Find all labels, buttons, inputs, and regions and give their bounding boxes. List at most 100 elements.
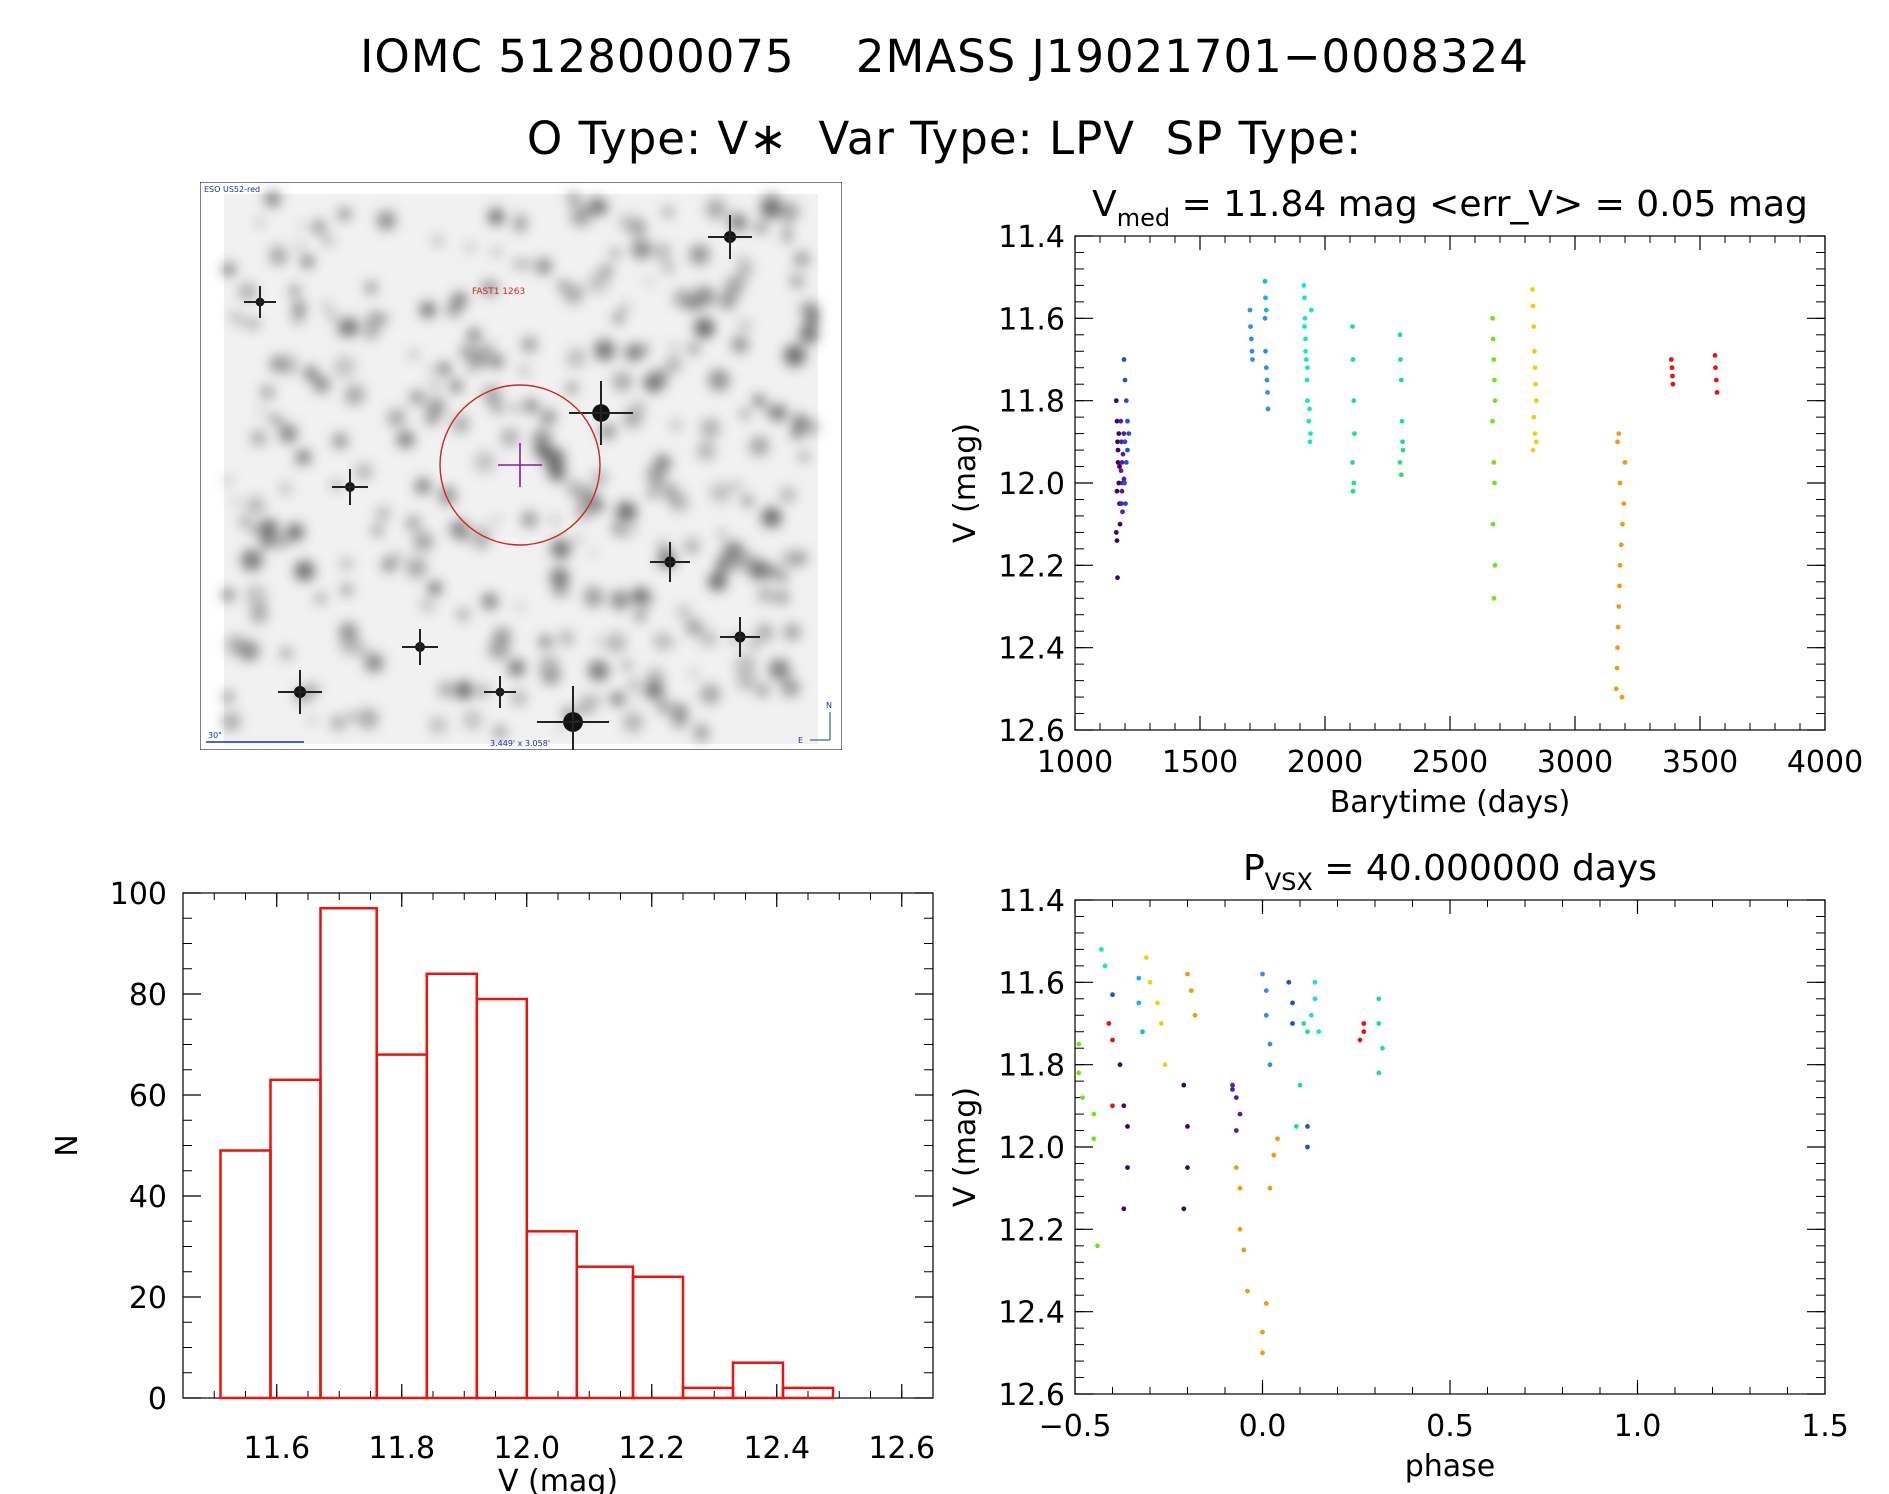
y-tick-label: 12.2 bbox=[998, 549, 1065, 584]
field-star bbox=[279, 424, 298, 443]
field-star bbox=[769, 404, 788, 422]
data-point bbox=[1376, 1070, 1382, 1076]
field-star bbox=[534, 442, 550, 458]
data-point bbox=[1621, 501, 1627, 506]
field-star bbox=[308, 716, 316, 725]
field-star bbox=[490, 354, 504, 369]
data-point bbox=[1110, 1103, 1115, 1109]
data-point bbox=[1185, 1165, 1190, 1170]
data-point bbox=[1237, 1111, 1243, 1117]
data-point bbox=[1532, 365, 1538, 371]
field-star bbox=[515, 225, 522, 232]
data-point bbox=[1106, 1021, 1112, 1026]
data-point bbox=[1619, 694, 1625, 700]
field-star bbox=[689, 244, 710, 266]
field-star bbox=[286, 523, 305, 542]
x-tick-label: 2500 bbox=[1412, 745, 1488, 780]
field-star bbox=[540, 409, 557, 425]
x-tick-label: 1.0 bbox=[1614, 1409, 1662, 1444]
data-point bbox=[1185, 971, 1190, 977]
data-point bbox=[1121, 476, 1127, 482]
data-point bbox=[1293, 1124, 1299, 1129]
data-point bbox=[1076, 1041, 1082, 1047]
field-star bbox=[521, 259, 531, 269]
data-point bbox=[1531, 414, 1537, 420]
field-star bbox=[551, 517, 558, 524]
field-star bbox=[521, 511, 538, 528]
field-star bbox=[289, 286, 300, 296]
field-star bbox=[630, 400, 647, 417]
y-tick-label: 11.6 bbox=[998, 302, 1065, 337]
data-point bbox=[1304, 377, 1310, 383]
x-tick-label: 1.5 bbox=[1801, 1409, 1849, 1444]
field-star bbox=[465, 242, 476, 253]
field-star bbox=[694, 286, 716, 307]
field-star bbox=[233, 313, 247, 328]
data-point bbox=[1120, 451, 1126, 457]
data-point bbox=[1248, 324, 1253, 329]
data-point bbox=[1617, 562, 1623, 568]
field-star bbox=[566, 382, 578, 394]
data-point bbox=[1125, 1165, 1130, 1170]
data-point bbox=[1118, 418, 1124, 424]
y-tick-label: 11.8 bbox=[998, 385, 1065, 420]
data-point bbox=[1267, 1185, 1273, 1191]
field-star bbox=[644, 680, 664, 700]
data-point bbox=[1115, 575, 1120, 581]
target-crosshair bbox=[498, 443, 542, 487]
x-tick-label: 0.0 bbox=[1239, 1409, 1287, 1444]
x-tick-label: 4000 bbox=[1787, 745, 1863, 780]
field-star bbox=[511, 403, 520, 412]
y-tick-label: 0 bbox=[148, 1382, 167, 1417]
histogram-bar bbox=[375, 1053, 429, 1400]
field-star bbox=[670, 710, 689, 729]
field-star bbox=[365, 281, 377, 294]
field-star bbox=[558, 725, 566, 733]
field-star bbox=[510, 689, 527, 706]
data-point bbox=[1361, 1029, 1367, 1035]
field-star bbox=[516, 602, 524, 611]
data-point bbox=[1613, 686, 1619, 692]
x-axis-label: phase bbox=[1405, 1449, 1496, 1484]
data-point bbox=[1308, 431, 1313, 436]
field-star bbox=[487, 208, 505, 225]
data-point bbox=[1263, 988, 1269, 993]
data-point bbox=[1121, 357, 1127, 362]
field-star bbox=[586, 584, 595, 594]
field-star bbox=[258, 518, 279, 539]
field-star bbox=[339, 622, 358, 641]
data-point bbox=[1350, 324, 1355, 329]
field-star bbox=[612, 371, 633, 392]
plot-title: PVSX = 40.000000 days bbox=[1243, 848, 1657, 896]
field-star bbox=[753, 394, 766, 407]
data-point bbox=[1121, 1206, 1127, 1212]
data-point bbox=[1490, 315, 1495, 321]
field-star bbox=[631, 239, 652, 260]
x-tick-label: 2000 bbox=[1287, 745, 1363, 780]
field-star bbox=[238, 282, 257, 301]
field-star bbox=[630, 526, 637, 533]
x-axis-label: V (mag) bbox=[498, 1464, 618, 1494]
field-star bbox=[629, 680, 639, 689]
data-point bbox=[1260, 971, 1265, 977]
field-star bbox=[333, 356, 356, 378]
field-star bbox=[438, 681, 454, 698]
data-point bbox=[1267, 1041, 1273, 1047]
data-point bbox=[1398, 357, 1403, 362]
y-tick-label: 11.4 bbox=[998, 884, 1065, 919]
field-star bbox=[329, 312, 338, 321]
field-star bbox=[613, 312, 624, 324]
field-star bbox=[747, 559, 769, 581]
finder-chart: ESO US52-red FAST1 1263 30" 3.449' x 3.0… bbox=[200, 182, 842, 750]
data-point bbox=[1532, 431, 1538, 436]
field-star bbox=[749, 436, 770, 456]
field-star bbox=[610, 590, 630, 610]
plot-title-text: = 40.000000 days bbox=[1313, 848, 1657, 889]
field-star bbox=[221, 712, 241, 731]
finder-compass bbox=[810, 712, 831, 741]
data-point bbox=[1241, 1247, 1247, 1253]
data-point bbox=[1265, 406, 1271, 412]
field-star bbox=[671, 420, 682, 431]
field-star bbox=[700, 418, 721, 439]
data-point bbox=[1122, 480, 1127, 486]
